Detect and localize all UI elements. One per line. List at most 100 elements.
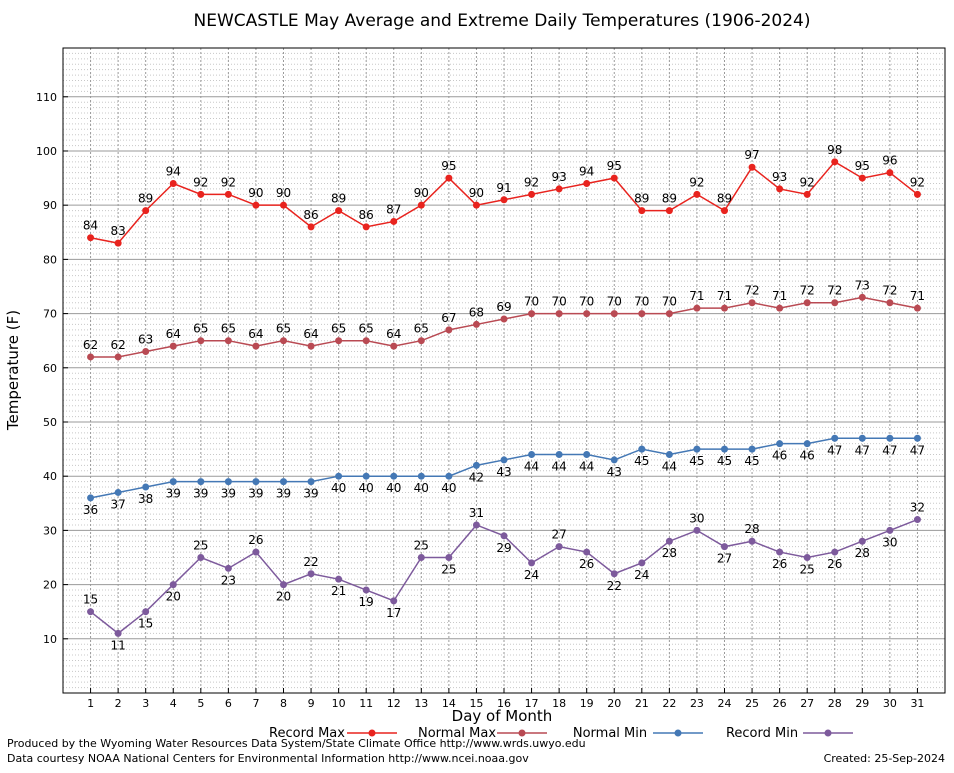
normal-min-data-label: 40 [359,481,374,495]
normal-max-point [803,299,811,307]
normal-max-data-label: 65 [221,322,236,336]
record-min-point [169,581,177,589]
record-min-data-label: 21 [331,584,346,598]
x-axis-label: Day of Month [452,707,553,725]
x-tick-label: 10 [332,697,346,710]
normal-min-data-label: 39 [276,487,291,501]
created-date: Created: 25-Sep-2024 [824,752,945,765]
record-min-data-label: 27 [551,528,566,542]
normal-max-data-label: 72 [882,284,897,298]
normal-max-point [472,320,480,328]
record-max-point [114,239,122,247]
record-min-data-label: 20 [166,590,181,604]
y-tick-label: 100 [36,145,57,158]
normal-max-data-label: 65 [359,322,374,336]
record-min-point [390,597,398,605]
normal-max-data-label: 63 [138,333,153,347]
x-tick-label: 29 [855,697,869,710]
y-tick-label: 90 [43,199,57,212]
y-tick-label: 20 [43,579,57,592]
record-max-data-label: 96 [882,154,897,168]
normal-max-data-label: 64 [166,327,181,341]
normal-min-point [555,451,563,459]
record-max-data-label: 93 [772,170,787,184]
normal-min-data-label: 46 [772,449,787,463]
record-max-point [362,223,370,231]
record-max-data-label: 89 [634,192,649,206]
normal-max-point [748,299,756,307]
normal-max-point [445,326,453,334]
normal-min-point [913,434,921,442]
normal-min-data-label: 47 [855,443,870,457]
normal-max-data-label: 70 [662,295,677,309]
x-tick-label: 31 [910,697,924,710]
record-min-point [693,526,701,534]
record-min-point [280,581,287,589]
normal-min-point [665,451,673,459]
x-tick-label: 19 [580,697,594,710]
normal-max-data-label: 67 [441,311,456,325]
normal-min-data-label: 42 [469,470,484,484]
record-max-point [665,207,673,215]
record-min-point [197,553,205,561]
normal-min-data-label: 36 [83,503,98,517]
record-min-data-label: 17 [386,606,401,620]
normal-max-point [307,342,315,350]
x-tick-label: 11 [359,697,373,710]
y-tick-label: 80 [43,253,57,266]
normal-min-data-label: 44 [662,460,677,474]
normal-min-point [776,440,784,448]
record-min-data-label: 22 [303,555,318,569]
x-tick-label: 26 [773,697,787,710]
record-max-data-label: 83 [110,224,125,238]
record-min-data-label: 22 [607,579,622,593]
normal-min-point [693,445,701,453]
x-tick-label: 3 [142,697,149,710]
record-max-point [776,185,784,193]
normal-max-data-label: 64 [248,327,263,341]
record-max-data-label: 92 [193,175,208,189]
normal-min-point [831,434,839,442]
normal-max-data-label: 64 [386,327,401,341]
record-min-point [362,586,370,594]
record-min-point [87,608,95,616]
normal-max-data-label: 70 [634,295,649,309]
record-max-point [913,190,921,198]
record-max-point [417,201,425,209]
normal-max-point [87,353,95,361]
legend-marker-record-min [824,729,832,737]
record-min-data-label: 25 [441,562,456,576]
record-max-data-label: 92 [524,175,539,189]
x-tick-label: 16 [497,697,511,710]
normal-max-data-label: 71 [689,289,704,303]
record-max-data-label: 86 [303,208,318,222]
x-tick-label: 28 [828,697,842,710]
normal-max-point [252,342,260,350]
normal-max-data-label: 65 [193,322,208,336]
normal-min-data-label: 45 [744,454,759,468]
normal-max-point [886,299,894,307]
record-max-data-label: 94 [579,165,594,179]
record-max-point [748,163,756,171]
normal-max-point [528,310,536,318]
record-max-point [87,234,95,242]
record-max-data-label: 87 [386,202,401,216]
normal-min-point [280,478,287,486]
normal-max-point [665,310,673,318]
normal-max-point [280,337,287,345]
legend-marker-record-max [368,729,376,737]
x-tick-label: 18 [552,697,566,710]
normal-min-data-label: 43 [496,465,511,479]
legend-entry-record-max: Record Max [269,726,397,741]
normal-max-point [500,315,508,323]
x-tick-label: 23 [690,697,704,710]
record-max-point [638,207,646,215]
normal-min-data-label: 40 [441,481,456,495]
normal-min-data-label: 44 [579,460,594,474]
normal-min-point [472,461,480,469]
record-max-point [858,174,866,182]
legend-label-normal-min: Normal Min [573,726,647,741]
record-min-data-label: 15 [138,617,153,631]
normal-max-data-label: 62 [83,338,98,352]
normal-max-data-label: 70 [551,295,566,309]
